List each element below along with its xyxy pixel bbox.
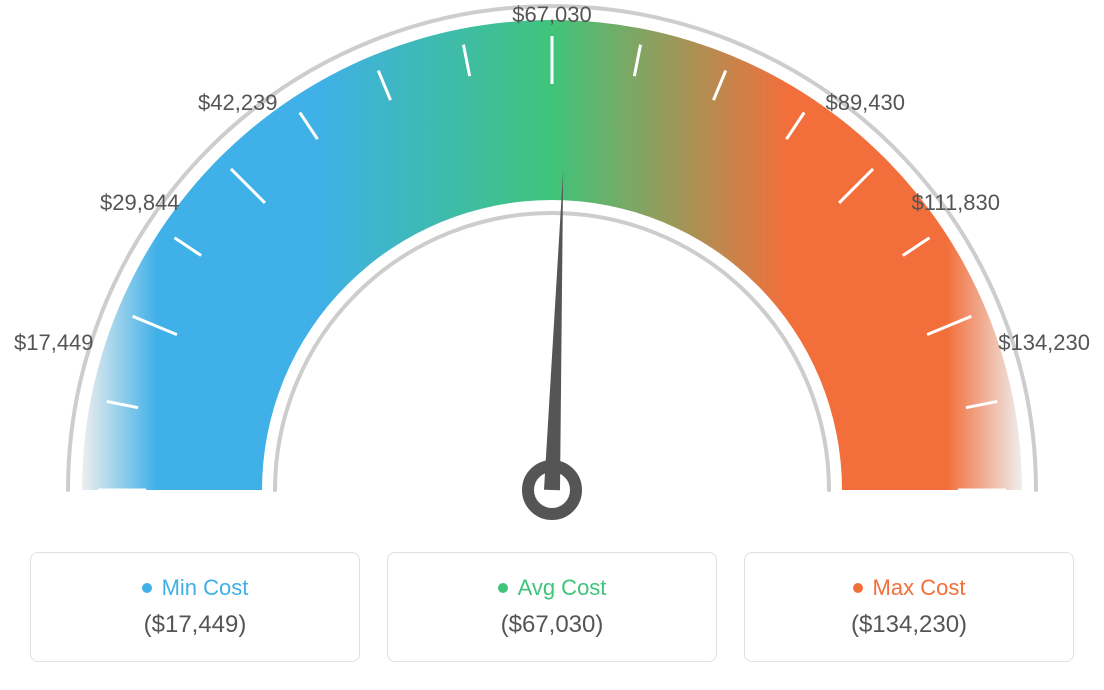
gauge-tick-label: $42,239 [198,90,278,116]
legend-card-min: Min Cost ($17,449) [30,552,360,662]
gauge-tick-label: $67,030 [512,2,592,28]
legend-title-min: Min Cost [142,575,249,601]
gauge-tick-label: $111,830 [912,190,1001,216]
gauge-tick-label: $134,230 [998,330,1090,356]
legend-title-text: Max Cost [873,575,966,601]
dot-icon [142,583,152,593]
legend-row: Min Cost ($17,449) Avg Cost ($67,030) Ma… [0,552,1104,662]
legend-card-avg: Avg Cost ($67,030) [387,552,717,662]
gauge-chart: $17,449 $29,844 $42,239 $67,030 $89,430 $111,… [0,0,1104,540]
gauge-svg [0,0,1104,540]
gauge-tick-label: $29,844 [100,190,180,216]
dot-icon [498,583,508,593]
legend-title-avg: Avg Cost [498,575,607,601]
gauge-tick-label: $89,430 [825,90,905,116]
gauge-tick-label: $17,449 [14,330,94,356]
legend-value-avg: ($67,030) [501,611,604,639]
legend-card-max: Max Cost ($134,230) [744,552,1074,662]
dot-icon [853,583,863,593]
legend-title-text: Avg Cost [518,575,607,601]
legend-title-text: Min Cost [162,575,249,601]
legend-value-min: ($17,449) [144,611,247,639]
legend-title-max: Max Cost [853,575,966,601]
legend-value-max: ($134,230) [851,611,967,639]
